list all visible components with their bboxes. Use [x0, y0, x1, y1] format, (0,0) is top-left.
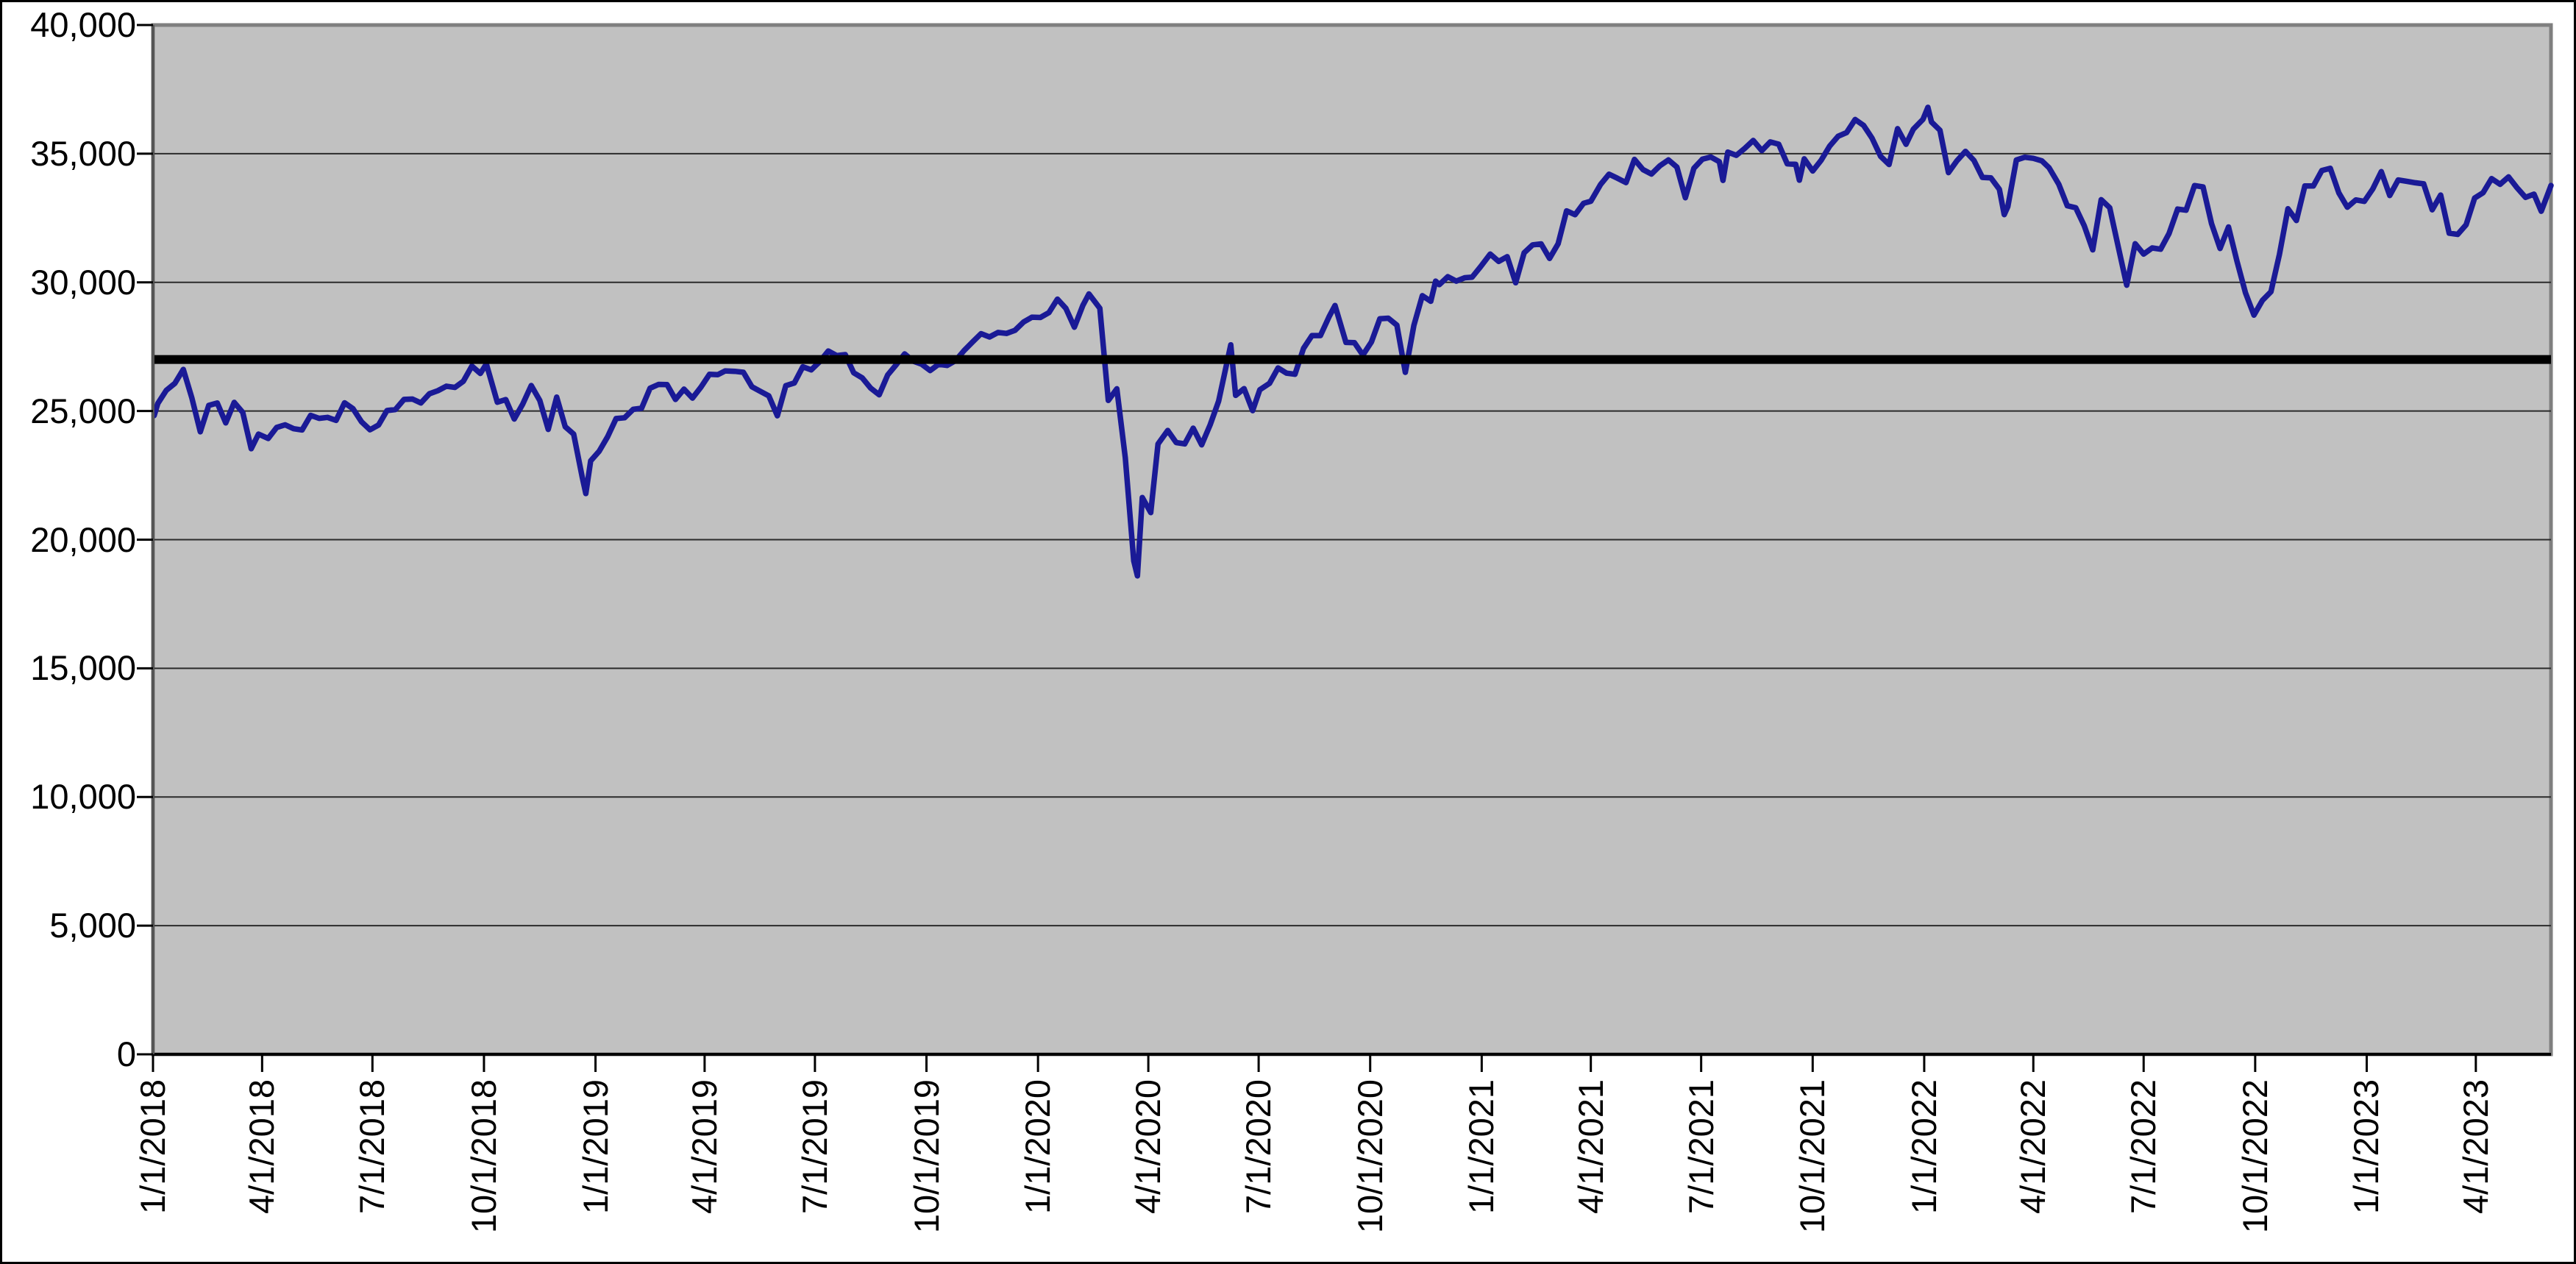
- x-axis-label: 1/1/2018: [133, 1079, 172, 1214]
- x-axis-label: 7/1/2021: [1681, 1079, 1721, 1214]
- y-axis-label: 40,000: [30, 5, 136, 44]
- x-axis-label: 4/1/2021: [1570, 1079, 1610, 1214]
- x-axis-label: 7/1/2019: [794, 1079, 834, 1214]
- x-axis-label: 10/1/2022: [2235, 1079, 2274, 1234]
- series-line: [151, 104, 2554, 579]
- y-axis-label: 5,000: [49, 906, 136, 945]
- y-axis-label: 0: [116, 1034, 136, 1073]
- y-axis-label: 35,000: [30, 133, 136, 173]
- x-axis-label: 10/1/2018: [463, 1079, 503, 1234]
- x-axis-label: 10/1/2020: [1350, 1079, 1390, 1234]
- x-axis-label: 1/1/2019: [575, 1079, 615, 1214]
- x-axis-label: 1/1/2023: [2346, 1079, 2386, 1214]
- y-axis-label: 15,000: [30, 648, 136, 688]
- x-axis-label: 1/1/2020: [1018, 1079, 1058, 1214]
- x-axis-label: 4/1/2019: [684, 1079, 724, 1214]
- x-axis-label: 10/1/2019: [906, 1079, 946, 1234]
- x-axis-label: 1/1/2021: [1462, 1079, 1501, 1214]
- x-axis-label: 7/1/2022: [2124, 1079, 2163, 1214]
- data-series: [151, 104, 2554, 579]
- x-axis-label: 7/1/2020: [1239, 1079, 1278, 1214]
- x-axis-label: 4/1/2018: [242, 1079, 282, 1214]
- y-axis-label: 25,000: [30, 391, 136, 430]
- x-axis-label: 7/1/2018: [352, 1079, 392, 1214]
- tick-marks: [137, 24, 2477, 1072]
- x-axis-label: 10/1/2021: [1793, 1079, 1832, 1234]
- y-axis-label: 20,000: [30, 519, 136, 559]
- x-axis-label: 1/1/2022: [1904, 1079, 1943, 1214]
- x-axis-label: 4/1/2022: [2013, 1079, 2053, 1214]
- x-axis-label: 4/1/2023: [2455, 1079, 2495, 1214]
- x-axis-label: 4/1/2020: [1128, 1079, 1168, 1214]
- y-axis-label: 10,000: [30, 777, 136, 817]
- y-axis-label: 30,000: [30, 262, 136, 302]
